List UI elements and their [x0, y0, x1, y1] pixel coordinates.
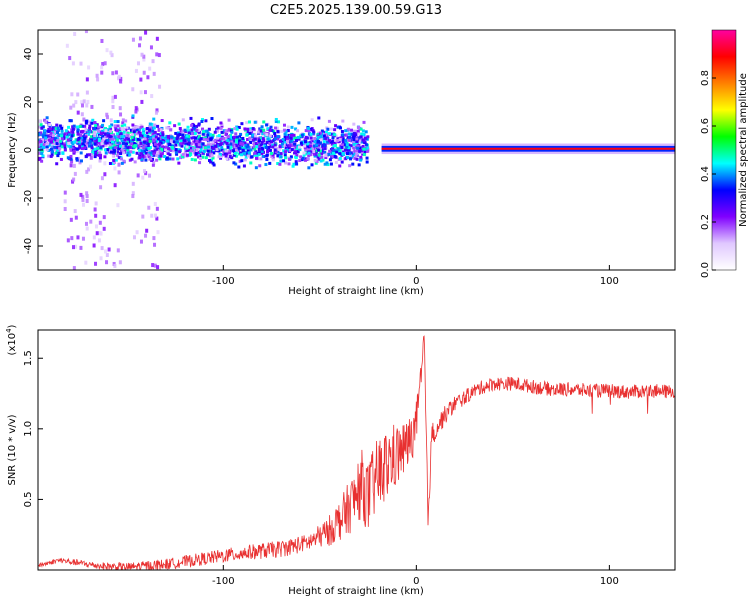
spectrogram-y-tick-label: 40: [23, 48, 34, 61]
colorbar-tick-label: 0.6: [700, 118, 711, 134]
spectrogram-x-tick-label: 100: [600, 276, 619, 287]
colorbar-ticks: 0.0 0.2 0.4 0.6 0.8: [700, 70, 716, 278]
colorbar: 0.0 0.2 0.4 0.6 0.8 Normalized spectral ampl…: [700, 29, 749, 278]
snr-frame: [37, 329, 676, 571]
snr-x-label: Height of straight line (km): [288, 586, 424, 597]
spectrogram-x-label: Height of straight line (km): [288, 286, 424, 297]
snr-panel: -100 0 100 0.5 1.0 1.5 Height of straight li…: [5, 324, 676, 597]
spectrogram-content: [38, 30, 675, 270]
colorbar-label: Normalized spectral amplitude: [738, 73, 749, 227]
colorbar-tick-label: 0.2: [700, 214, 711, 230]
snr-x-tick-label: 0: [413, 576, 419, 587]
spectrogram-x-tick-label: -100: [212, 276, 235, 287]
snr-y-scale-label: (x104): [5, 324, 18, 355]
colorbar-tick-label: 0.0: [700, 262, 711, 278]
spectrogram-y-label: Frequency (Hz): [7, 112, 18, 188]
colorbar-gradient: [712, 30, 736, 270]
spectrogram-panel: -100 0 100 -40 -20 0 20 40 Height of straight …: [7, 29, 676, 297]
snr-series-line: [38, 335, 675, 570]
snr-content: [38, 335, 675, 570]
snr-y-label: SNR (10 * v/v): [7, 414, 18, 485]
spectrogram-y-tick-label: -20: [23, 190, 34, 206]
spectrogram-x-ticks: -100 0 100: [212, 265, 619, 287]
snr-y-tick-label: 0.5: [23, 491, 34, 507]
spectrogram-y-tick-label: 0: [23, 147, 34, 153]
colorbar-tick-label: 0.4: [700, 166, 711, 182]
spectrogram-y-ticks: -40 -20 0 20 40: [23, 48, 43, 254]
spectrogram-x-tick-label: 0: [413, 276, 419, 287]
colorbar-frame: [711, 29, 737, 271]
snr-x-ticks: -100 0 100: [212, 565, 619, 587]
snr-x-tick-label: 100: [600, 576, 619, 587]
figure-title: C2E5.2025.139.00.59.G13: [270, 3, 442, 18]
snr-x-tick-label: -100: [212, 576, 235, 587]
spectrogram-y-tick-label: 20: [23, 96, 34, 109]
snr-y-tick-label: 1.0: [23, 421, 34, 437]
snr-y-tick-label: 1.5: [23, 350, 34, 366]
spectrogram-y-tick-label: -40: [23, 238, 34, 254]
snr-plot-area: [38, 330, 675, 570]
snr-y-ticks: 0.5 1.0 1.5: [23, 350, 43, 507]
colorbar-tick-label: 0.8: [700, 70, 711, 86]
